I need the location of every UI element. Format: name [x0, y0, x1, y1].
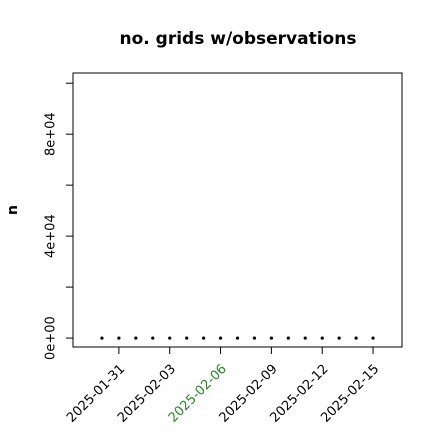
y-axis-label: n [5, 205, 21, 215]
point [168, 336, 172, 340]
plot-frame [72, 72, 403, 348]
point [235, 336, 240, 340]
point [117, 336, 121, 340]
point [134, 336, 138, 340]
point [100, 336, 104, 340]
point [320, 336, 324, 340]
point [218, 336, 223, 340]
chart-title: no. grids w/observations [120, 29, 357, 49]
point [269, 336, 273, 340]
point [303, 336, 307, 340]
point [354, 336, 358, 340]
point [151, 336, 155, 340]
point [202, 336, 206, 340]
point [286, 336, 290, 340]
point [185, 336, 189, 340]
point [252, 336, 257, 340]
y-tick-label: 0e+00 [44, 316, 59, 360]
point [371, 336, 375, 340]
y-tick-label: 4e+04 [44, 214, 59, 258]
y-tick-label: 8e+04 [44, 112, 59, 156]
point [337, 336, 341, 340]
